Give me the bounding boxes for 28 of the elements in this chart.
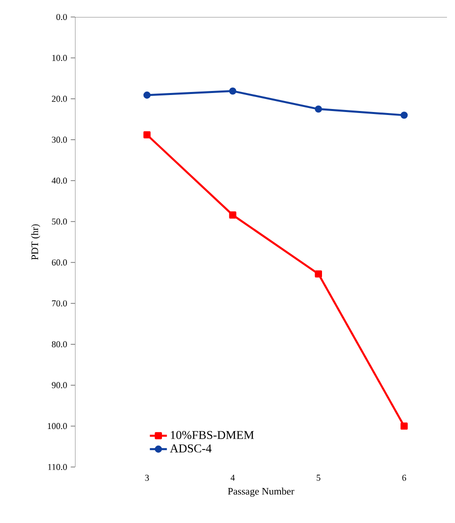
y-tick-label: 40.0	[52, 178, 67, 184]
y-tick-label: 80.0	[52, 341, 67, 348]
y-tick-label: 70.0	[52, 300, 67, 306]
point	[314, 105, 322, 113]
x-tick-label: 4	[230, 474, 235, 481]
legend-label: ADSC-4	[170, 444, 212, 452]
y-tick-label: 10.0	[52, 54, 67, 61]
y-tick-label: 110.0	[48, 464, 67, 470]
point	[314, 270, 322, 278]
point	[143, 131, 151, 138]
x-tick-label: 6	[402, 474, 406, 481]
x-tick-label: 5	[316, 474, 320, 481]
y-tick-label: 60.0	[52, 259, 67, 266]
y-tick-label: 20.0	[52, 96, 67, 102]
y-tick-label: 100.0	[48, 423, 67, 430]
point	[400, 422, 408, 430]
x-axis-title: Passage Number	[228, 488, 294, 497]
y-tick-label: 0.0	[56, 14, 67, 20]
point	[229, 211, 236, 219]
point	[400, 112, 408, 119]
y-axis-title: PDT (hr)	[31, 224, 40, 260]
point	[143, 92, 151, 99]
y-tick-label: 90.0	[52, 382, 67, 388]
legend-label: 10%FBS-DMEM	[170, 430, 254, 440]
y-tick-label: 50.0	[52, 218, 67, 225]
x-tick-label: 3	[145, 474, 149, 481]
point	[229, 87, 236, 95]
y-tick-label: 30.0	[52, 136, 67, 143]
